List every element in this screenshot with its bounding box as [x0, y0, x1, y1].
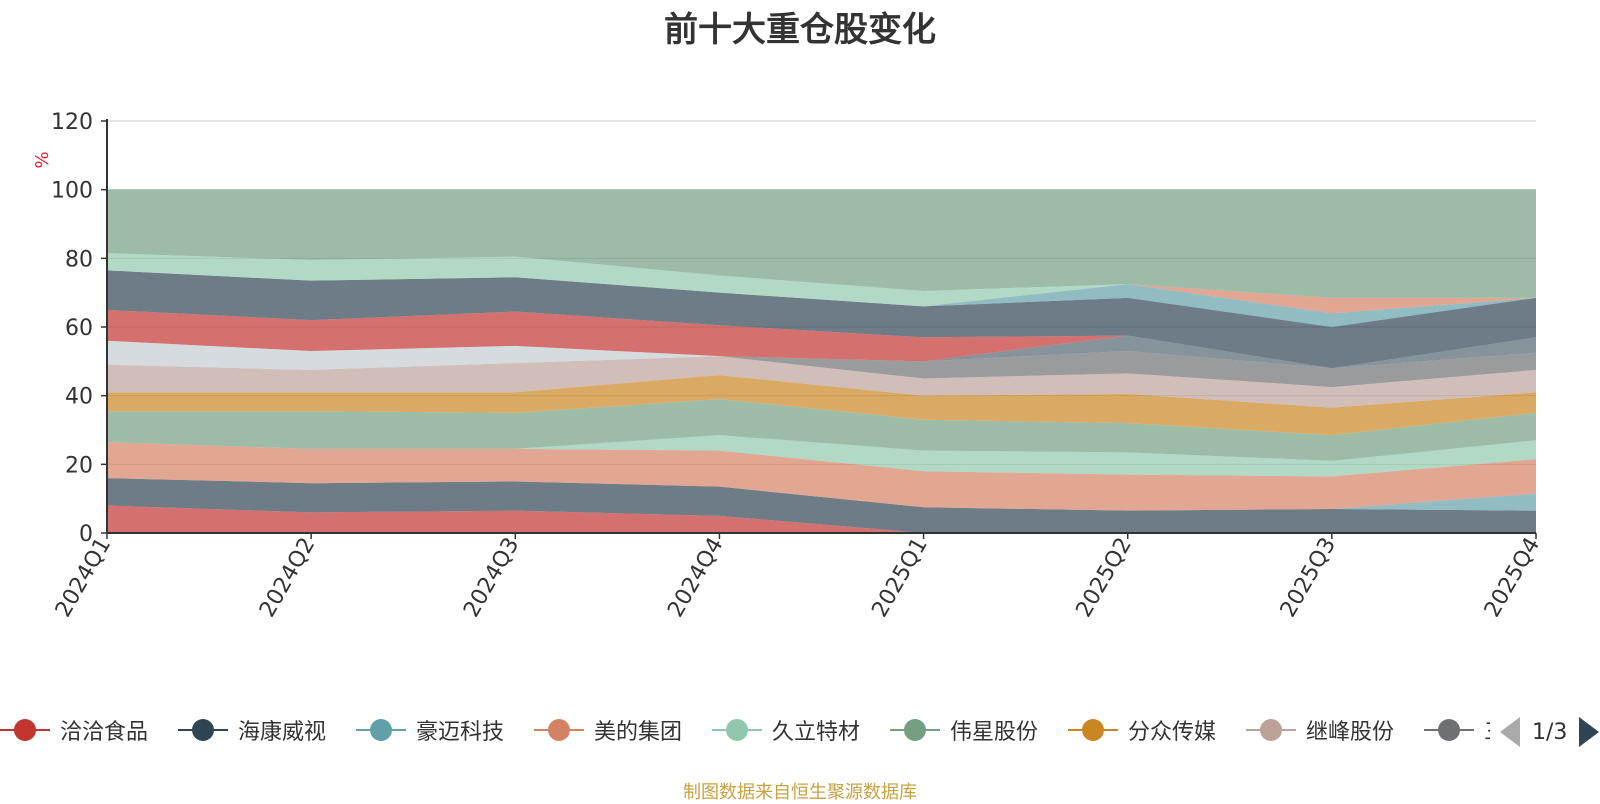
area-series-11 [107, 309, 1536, 369]
legend-item[interactable]: 三花智控 [1424, 712, 1490, 748]
area-series-3 [107, 442, 1536, 511]
legend-item[interactable]: 豪迈科技 [356, 712, 504, 748]
area-series-6 [107, 375, 1536, 436]
legend-label: 洽洽食品 [60, 720, 149, 745]
legend-label: 继峰股份 [1306, 720, 1395, 745]
area-series-7 [107, 356, 1536, 408]
area-series-12 [107, 270, 1536, 369]
x-tick-label: 2025Q4 [1480, 534, 1545, 622]
x-tick-label: 2025Q1 [867, 534, 932, 622]
legend-item[interactable]: 继峰股份 [1246, 712, 1394, 748]
area-series-16 [107, 189, 1536, 298]
x-tick-label: 2024Q3 [459, 534, 524, 622]
legend-label: 分众传媒 [1128, 720, 1217, 745]
area-series-15 [107, 253, 1536, 307]
y-tick-label: 100 [51, 179, 93, 204]
legend-label: 海康威视 [238, 720, 327, 745]
y-tick-label: 80 [65, 247, 93, 272]
area-series-9 [107, 335, 1536, 370]
area-series-2 [107, 478, 1536, 511]
y-tick-label: 20 [65, 453, 93, 478]
legend-label: 豪迈科技 [416, 720, 505, 745]
source-note: 制图数据来自恒生聚源数据库 [683, 782, 917, 803]
legend-marker-icon [1246, 716, 1296, 744]
y-tick-label: 120 [51, 110, 93, 135]
legend-item[interactable]: 分众传媒 [1068, 712, 1216, 748]
legend-item[interactable]: 美的集团 [534, 712, 682, 748]
legend-marker-icon [0, 716, 50, 744]
legend-label: 伟星股份 [950, 720, 1039, 745]
legend-marker-icon [178, 716, 228, 744]
legend-pager: 1/3 [1500, 716, 1600, 748]
legend-marker-icon [712, 716, 762, 744]
legend-label: 美的集团 [594, 720, 683, 745]
y-tick-label: 0 [79, 522, 93, 547]
area-series-1 [107, 478, 1536, 533]
legend-page-indicator: 1/3 [1532, 719, 1568, 745]
legend-item[interactable]: 久立特材 [712, 712, 860, 748]
legend-label: 三花智控 [1484, 714, 1490, 746]
area-series-5 [107, 399, 1536, 461]
legend-item[interactable]: 海康威视 [178, 712, 326, 748]
stacked-areas [107, 189, 1536, 533]
y-tick-label: 40 [65, 385, 93, 410]
legend-item[interactable]: 洽洽食品 [0, 712, 148, 748]
y-tick-label: 60 [65, 316, 93, 341]
x-tick-label: 2025Q3 [1276, 534, 1341, 622]
x-tick-label: 2025Q2 [1072, 534, 1137, 622]
legend-marker-icon [1424, 716, 1474, 744]
legend-marker-icon [356, 716, 406, 744]
area-series-0 [107, 505, 1536, 533]
area-series-10 [107, 335, 1536, 370]
legend-marker-icon [534, 716, 584, 744]
x-tick-label: 2024Q2 [255, 534, 320, 622]
area-series-4 [107, 435, 1536, 477]
area-series-8 [107, 351, 1536, 388]
legend-marker-icon [1068, 716, 1118, 744]
legend-item[interactable]: 伟星股份 [890, 712, 1038, 748]
legend-marker-icon [890, 716, 940, 744]
chart-legend: 洽洽食品 海康威视 豪迈科技 美的集团 久立特材 伟星股份 分众传媒 继峰股份 三花智控 [0, 712, 1490, 748]
legend-prev-page-icon[interactable] [1500, 717, 1520, 747]
x-tick-label: 2024Q4 [663, 534, 728, 622]
legend-label: 久立特材 [772, 720, 861, 745]
legend-next-page-icon[interactable] [1579, 717, 1600, 747]
chart-title: 前十大重仓股变化 [664, 10, 936, 50]
y-axis-label: % [32, 151, 53, 168]
